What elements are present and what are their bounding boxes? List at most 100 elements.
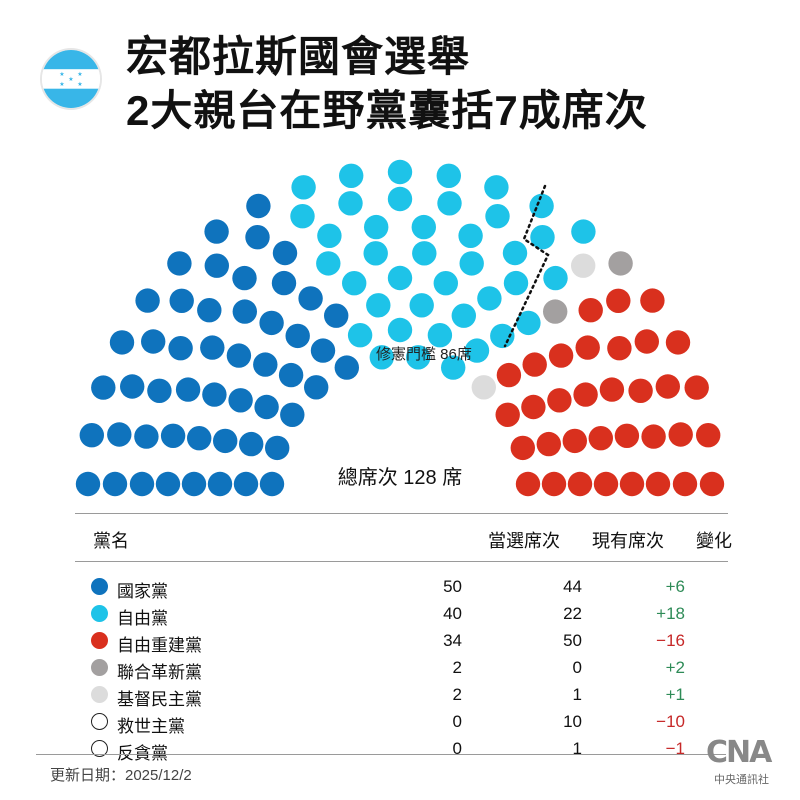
won-seats: 34 [443, 631, 462, 650]
cna-logo: CNA 中央通訊社 [706, 735, 776, 787]
seat-dot [310, 338, 336, 363]
seat-dot [324, 303, 349, 328]
won-seats: 0 [452, 712, 462, 731]
seat-dot [181, 471, 207, 497]
header-change: 變化 [696, 531, 732, 551]
header-won: 當選席次 [488, 531, 560, 551]
seat-dot [562, 428, 587, 454]
seat-dot [451, 303, 476, 328]
seat-dot [316, 251, 341, 276]
table-header: 黨名 當選席次 現有席次 變化 [75, 517, 732, 561]
seat-dot [477, 286, 502, 311]
seat-dot [614, 423, 640, 448]
seat-dot [578, 298, 603, 323]
party-color-dot [91, 740, 108, 757]
seat-dot [575, 335, 600, 360]
seat-dot [608, 251, 633, 276]
current-seats: 22 [563, 604, 582, 623]
seat-dot [364, 214, 389, 240]
seat-dot [495, 402, 520, 427]
svg-text:★: ★ [59, 81, 64, 88]
seat-dot [102, 471, 128, 497]
seat-dot [406, 345, 431, 370]
seat-dot [369, 345, 394, 370]
won-seats: 50 [443, 577, 462, 596]
won-seats: 0 [452, 739, 462, 758]
seat-dot [387, 265, 413, 291]
seat-dot [571, 253, 596, 278]
seat-dot [672, 471, 698, 497]
seat-dot [233, 471, 259, 497]
current-seats: 10 [563, 712, 582, 731]
seat-dot [109, 330, 135, 355]
seat-dot [280, 402, 305, 427]
seat-dot [387, 317, 413, 343]
seat-dot [567, 471, 593, 497]
seat-dot [141, 329, 166, 354]
seat-dot [521, 394, 546, 420]
seat-dot [129, 471, 155, 497]
seat-dot [665, 330, 691, 355]
seat-change: −1 [665, 739, 685, 758]
seat-dot [593, 471, 619, 497]
seat-dot [160, 423, 186, 448]
table-body: 國家黨 50 44 +6 自由黨 40 22 +18 自由重建黨 34 50 −16 聯合革新黨 2 0 +2… [75, 574, 728, 763]
seat-dot [510, 435, 535, 461]
seat-dot [427, 323, 453, 348]
threshold-label: 修憲門檻 86席 [376, 346, 472, 363]
seat-dot [168, 336, 193, 361]
seat-dot [155, 471, 181, 497]
seat-dot [253, 352, 278, 377]
table-row: 聯合革新黨 2 0 +2 [75, 655, 728, 682]
seat-change: +18 [656, 604, 685, 623]
seat-dot [187, 426, 212, 451]
party-name: 基督民主黨 [117, 690, 202, 709]
svg-text:★: ★ [77, 81, 82, 88]
party-name: 自由重建黨 [117, 636, 202, 655]
seat-dot [490, 323, 515, 349]
seat-dot [134, 424, 159, 449]
seat-dot [232, 265, 257, 291]
seat-change: +1 [665, 685, 685, 704]
seat-dot [437, 191, 462, 216]
party-name: 聯合革新黨 [117, 663, 202, 682]
seat-dot [628, 378, 653, 403]
current-seats: 50 [563, 631, 582, 650]
logo-mark: CNA [706, 735, 772, 770]
seat-dot [265, 435, 290, 461]
seat-dot [363, 241, 388, 266]
won-seats: 40 [443, 604, 462, 623]
seat-dot [529, 193, 554, 219]
seat-dot [317, 223, 342, 248]
seat-dot [502, 240, 528, 266]
seat-dot [285, 323, 310, 349]
seat-dot [342, 271, 367, 296]
seat-dot [640, 288, 665, 313]
seat-dot [79, 423, 105, 448]
party-name: 救世主黨 [117, 717, 185, 736]
seat-dot [147, 378, 172, 403]
total-seats-label: 總席次 128 席 [337, 467, 463, 489]
seat-dot [684, 375, 709, 400]
seat-dot [334, 355, 359, 380]
party-name: 自由黨 [117, 609, 168, 628]
seat-dot [699, 471, 725, 497]
seat-dot [464, 338, 490, 363]
seat-dot [634, 329, 659, 354]
seat-dot [272, 240, 298, 266]
update-date: 更新日期：2025/12/2 [50, 767, 192, 784]
seat-dot [387, 159, 413, 185]
table-row: 反貪黨 0 1 −1 [75, 736, 728, 763]
table-row: 國家黨 50 44 +6 [75, 574, 728, 601]
table-row: 救世主黨 0 10 −10 [75, 709, 728, 736]
seat-dot [197, 298, 222, 323]
seat-change: +6 [665, 577, 685, 596]
svg-text:★: ★ [77, 71, 82, 78]
seat-dot [541, 471, 567, 497]
seat-dot [459, 251, 484, 276]
seat-dot [207, 471, 233, 497]
seat-dot [458, 223, 483, 248]
seat-dot [120, 374, 145, 399]
seat-dot [484, 175, 509, 200]
seat-dot [278, 362, 304, 388]
